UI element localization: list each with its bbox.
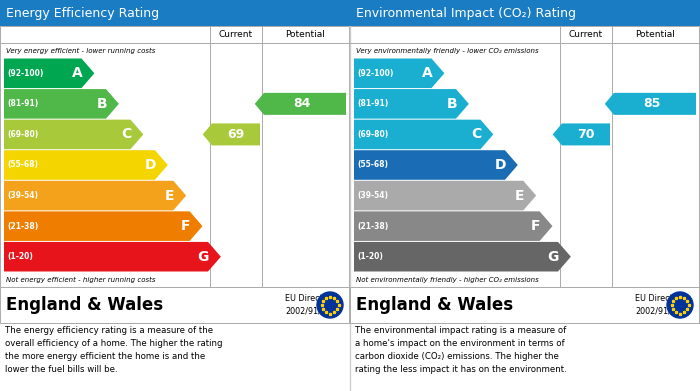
Text: Not energy efficient - higher running costs: Not energy efficient - higher running co…: [6, 276, 155, 283]
Text: (81-91): (81-91): [357, 99, 388, 108]
Polygon shape: [203, 124, 260, 145]
Text: (81-91): (81-91): [7, 99, 38, 108]
Bar: [0, 26, 349, 287]
Text: B: B: [447, 97, 457, 111]
Text: The energy efficiency rating is a measure of the
overall efficiency of a home. T: The energy efficiency rating is a measur…: [5, 326, 223, 373]
Text: EU Directive
2002/91/EC: EU Directive 2002/91/EC: [285, 294, 335, 316]
Text: C: C: [471, 127, 482, 142]
Polygon shape: [354, 212, 552, 241]
Polygon shape: [4, 150, 168, 180]
Text: Current: Current: [569, 30, 603, 39]
Text: Very energy efficient - lower running costs: Very energy efficient - lower running co…: [6, 47, 155, 54]
Text: Energy Efficiency Rating: Energy Efficiency Rating: [6, 7, 159, 20]
Polygon shape: [354, 120, 493, 149]
Text: Current: Current: [219, 30, 253, 39]
Circle shape: [667, 292, 693, 318]
Polygon shape: [354, 89, 469, 118]
Text: Potential: Potential: [635, 30, 675, 39]
Text: (92-100): (92-100): [7, 69, 43, 78]
Text: C: C: [121, 127, 132, 142]
Polygon shape: [255, 93, 346, 115]
Text: 85: 85: [644, 97, 661, 110]
Text: D: D: [144, 158, 156, 172]
Bar: [350, 26, 699, 287]
Text: (69-80): (69-80): [7, 130, 38, 139]
Polygon shape: [354, 242, 570, 271]
Polygon shape: [354, 150, 518, 180]
Bar: [350, 0, 700, 26]
Text: F: F: [181, 219, 190, 233]
Text: A: A: [72, 66, 83, 80]
Text: E: E: [164, 188, 174, 203]
Text: B: B: [97, 97, 107, 111]
Text: England & Wales: England & Wales: [6, 296, 163, 314]
Polygon shape: [605, 93, 696, 115]
Text: (1-20): (1-20): [357, 252, 383, 261]
Polygon shape: [354, 181, 536, 210]
Text: Potential: Potential: [285, 30, 325, 39]
Text: D: D: [494, 158, 506, 172]
Text: E: E: [514, 188, 524, 203]
Bar: [350, 287, 699, 323]
Text: (21-38): (21-38): [7, 222, 38, 231]
Bar: [0, 287, 349, 323]
Polygon shape: [553, 124, 610, 145]
Text: Environmental Impact (CO₂) Rating: Environmental Impact (CO₂) Rating: [356, 7, 576, 20]
Polygon shape: [4, 59, 94, 88]
Text: (92-100): (92-100): [357, 69, 393, 78]
Text: G: G: [547, 250, 559, 264]
Text: 84: 84: [294, 97, 311, 110]
Circle shape: [317, 292, 343, 318]
Polygon shape: [4, 89, 119, 118]
Polygon shape: [354, 59, 444, 88]
Text: (55-68): (55-68): [357, 160, 388, 170]
Text: England & Wales: England & Wales: [356, 296, 513, 314]
Text: G: G: [197, 250, 209, 264]
Text: F: F: [531, 219, 540, 233]
Polygon shape: [4, 120, 143, 149]
Text: 69: 69: [228, 128, 244, 141]
Text: Not environmentally friendly - higher CO₂ emissions: Not environmentally friendly - higher CO…: [356, 276, 539, 283]
Text: (39-54): (39-54): [7, 191, 38, 200]
Text: 70: 70: [578, 128, 595, 141]
Text: (55-68): (55-68): [7, 160, 38, 170]
Text: (21-38): (21-38): [357, 222, 388, 231]
Text: EU Directive
2002/91/EC: EU Directive 2002/91/EC: [635, 294, 685, 316]
Polygon shape: [4, 242, 220, 271]
Bar: [0, 0, 350, 26]
Polygon shape: [4, 181, 186, 210]
Text: The environmental impact rating is a measure of
a home's impact on the environme: The environmental impact rating is a mea…: [355, 326, 567, 373]
Text: A: A: [422, 66, 433, 80]
Text: (69-80): (69-80): [357, 130, 388, 139]
Polygon shape: [4, 212, 202, 241]
Text: Very environmentally friendly - lower CO₂ emissions: Very environmentally friendly - lower CO…: [356, 47, 538, 54]
Text: (1-20): (1-20): [7, 252, 33, 261]
Text: (39-54): (39-54): [357, 191, 388, 200]
